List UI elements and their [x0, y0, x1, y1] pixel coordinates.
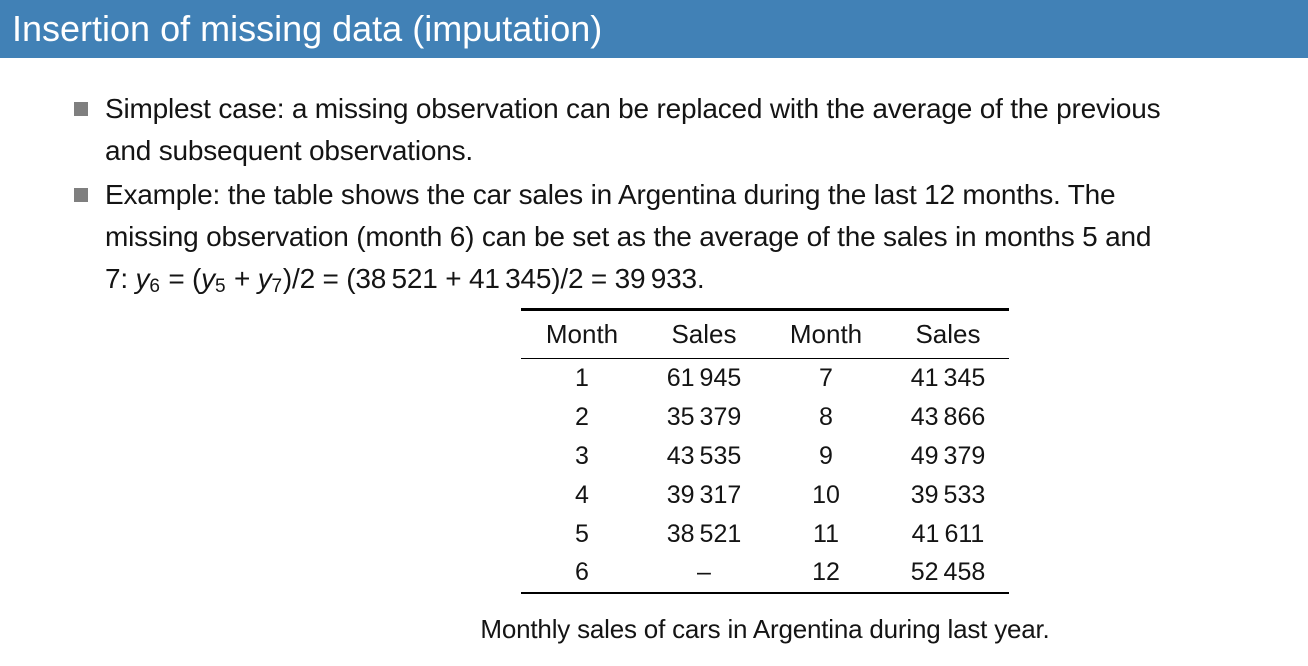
caption-row: Monthly sales of cars in Argentina durin…	[74, 614, 1308, 654]
table-cell: 9	[819, 441, 833, 470]
formula-lead: 7:	[105, 263, 136, 294]
math-y: y	[135, 263, 150, 294]
table-cell: 61 945	[666, 363, 742, 392]
math-subscript: 6	[149, 276, 160, 298]
table-cell: 52 458	[910, 558, 986, 586]
table-caption: Monthly sales of cars in Argentina durin…	[480, 613, 1050, 644]
title-bar: Insertion of missing data (imputation)	[0, 0, 1308, 58]
table-row: 2 35 379 8 43 866	[521, 398, 1009, 437]
table-container: Month Sales Month Sales 1 61 945 7 41 34…	[74, 308, 1308, 594]
table-cell: 43 535	[666, 441, 742, 470]
formula-line: 7: y6 = (y5 + y7)/2 = (38 521 + 41 345)/…	[105, 258, 1308, 300]
formula-text: )/2 = (38 521 + 41 345)/2 = 39 933.	[282, 263, 705, 294]
table-cell: 38 521	[666, 519, 742, 548]
bullet-square-icon	[74, 188, 88, 202]
table-cell: 41 611	[911, 519, 985, 548]
table-header-row: Month Sales Month Sales	[521, 309, 1009, 359]
bullet-square-icon	[74, 102, 88, 116]
table-cell: 8	[819, 402, 833, 431]
table-row: 6 – 12 52 458	[521, 554, 1009, 593]
table-header-cell: Sales	[887, 309, 1009, 359]
table-row: 4 39 317 10 39 533	[521, 476, 1009, 515]
table-cell: 7	[819, 363, 833, 392]
table-row: 5 38 521 11 41 611	[521, 515, 1009, 554]
table-cell: –	[697, 558, 711, 586]
math-y: y	[257, 263, 272, 294]
table-cell: 1	[575, 363, 589, 392]
bullet-text-line: Simplest case: a missing observation can…	[105, 93, 1161, 124]
bullet-text-line: missing observation (month 6) can be set…	[105, 221, 1152, 252]
table-cell: 6	[575, 558, 589, 586]
table-cell: 43 866	[910, 402, 986, 431]
table-row: 3 43 535 9 49 379	[521, 437, 1009, 476]
sales-table: Month Sales Month Sales 1 61 945 7 41 34…	[521, 308, 1009, 594]
bullet-item-example: Example: the table shows the car sales i…	[74, 174, 1308, 300]
table-cell: 10	[812, 480, 840, 509]
table-header-cell: Sales	[643, 309, 765, 359]
table-cell: 39 317	[666, 480, 742, 509]
table-cell: 35 379	[666, 402, 742, 431]
table-header-cell: Month	[765, 309, 887, 359]
table-row: 1 61 945 7 41 345	[521, 359, 1009, 398]
slide-body: Simplest case: a missing observation can…	[0, 58, 1308, 654]
bullet-item-simplest-case: Simplest case: a missing observation can…	[74, 88, 1308, 172]
table-cell: 3	[575, 441, 589, 470]
bullet-text-line: and subsequent observations.	[105, 135, 473, 166]
formula-text: = (	[160, 263, 202, 294]
table-cell: 12	[812, 558, 840, 586]
math-subscript: 7	[271, 276, 283, 298]
table-cell: 11	[813, 519, 839, 548]
slide-title: Insertion of missing data (imputation)	[12, 8, 603, 49]
math-y: y	[201, 263, 215, 294]
formula-text: +	[226, 263, 258, 294]
table-cell: 49 379	[910, 441, 986, 470]
table-cell: 5	[575, 519, 589, 548]
table-cell: 41 345	[910, 363, 986, 392]
math-subscript: 5	[214, 276, 226, 298]
table-cell: 4	[575, 480, 589, 509]
table-header-cell: Month	[521, 309, 643, 359]
table-cell: 2	[575, 402, 589, 431]
table-cell: 39 533	[910, 480, 986, 509]
bullet-text-line: Example: the table shows the car sales i…	[105, 179, 1116, 210]
